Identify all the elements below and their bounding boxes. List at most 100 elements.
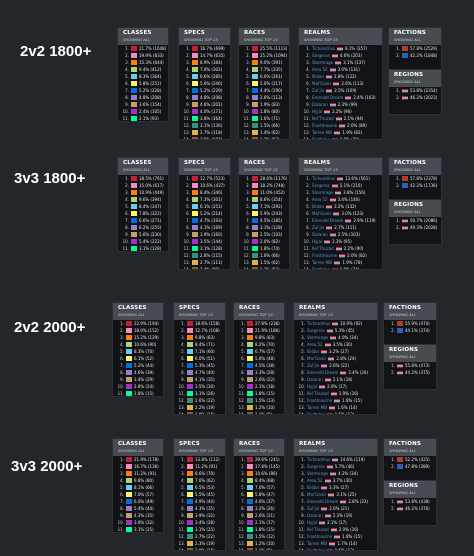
rank-number: 13. xyxy=(178,405,185,410)
realm-link[interactable]: Kel'Thuzad xyxy=(307,527,329,532)
stat-value: 2.6% (21) xyxy=(329,506,349,511)
stat-row: 1. 18.6% (158) xyxy=(174,320,225,327)
realm-link[interactable]: Zul'jin xyxy=(312,88,325,93)
realm-link[interactable]: Kel'Thuzad xyxy=(312,246,334,251)
realm-link[interactable]: Emerald Dream xyxy=(307,499,339,504)
specs-panel-header: SPECS SHOWING TOP 15 xyxy=(179,158,230,175)
rank-number: 2. xyxy=(391,506,395,511)
realm-link[interactable]: Kel'Thuzad xyxy=(307,391,329,396)
realm-link[interactable]: Zul'jin xyxy=(307,506,320,511)
realm-link[interactable]: Barthilas xyxy=(307,548,325,551)
realm-link[interactable]: Mal'Ganis xyxy=(312,211,332,216)
realm-link[interactable]: Mal'Ganis xyxy=(307,356,327,361)
realm-link[interactable]: Dalaran xyxy=(307,377,323,382)
stat-row: 11. 3.1% (26) xyxy=(174,390,225,397)
realm-link[interactable]: Barthilas xyxy=(312,137,330,140)
panel-title: REALMS xyxy=(304,160,331,166)
rank-number: 5. xyxy=(125,74,129,79)
realm-link[interactable]: Tarren Mill xyxy=(312,260,333,265)
rank-number: 6. xyxy=(186,211,190,216)
realm-link[interactable]: Illidan xyxy=(307,349,320,354)
realm-link[interactable]: Dalaran xyxy=(307,513,323,518)
race-icon xyxy=(252,81,258,86)
rank-number: 1. xyxy=(241,457,245,462)
realm-link[interactable]: Illidan xyxy=(312,74,325,79)
realm-link[interactable]: Emerald Dream xyxy=(307,370,339,375)
realm-link[interactable]: Emerald Dream xyxy=(312,218,344,223)
rank-number: 3. xyxy=(181,471,185,476)
stat-row: 11. Kel'Thuzad 2.1% (94) xyxy=(299,115,382,122)
rank-number: 10. xyxy=(178,520,185,525)
factions-panel-header: FACTIONS SHOWING ALL xyxy=(384,439,436,456)
realm-link[interactable]: Zul'jin xyxy=(312,225,325,230)
rank-number: 2. xyxy=(391,370,395,375)
realm-link[interactable]: Barthilas xyxy=(307,412,325,415)
realm-link[interactable]: Hyjal xyxy=(307,520,318,525)
race-icon xyxy=(247,363,253,368)
realm-link[interactable]: Illidan xyxy=(307,485,320,490)
realm-link[interactable]: Emerald Dream xyxy=(312,95,344,100)
realm-link[interactable]: Dalaran xyxy=(312,232,328,237)
realm-link[interactable]: Frostmourne xyxy=(307,398,333,403)
us-flag-icon xyxy=(332,321,339,326)
stat-value: 2.7% (118) xyxy=(200,130,223,135)
realm-link[interactable]: Area 52 xyxy=(312,197,328,202)
stat-value: 9.8% (83) xyxy=(255,335,275,340)
realm-link[interactable]: Tarren Mill xyxy=(307,541,328,546)
us-flag-icon xyxy=(334,130,341,135)
stat-value: 8.6% (354) xyxy=(260,197,283,202)
spec-icon xyxy=(192,190,198,195)
realm-link[interactable]: Hyjal xyxy=(312,109,323,114)
stat-row: 2. 16.7% (136) xyxy=(113,463,163,470)
realm-link[interactable]: Stormrage xyxy=(307,471,329,476)
us-flag-icon xyxy=(334,398,341,403)
realm-link[interactable]: Illidan xyxy=(312,204,325,209)
stat-value: 15.0% (617) xyxy=(139,183,164,188)
realm-link[interactable]: Frostmourne xyxy=(312,253,338,258)
race-icon xyxy=(247,492,253,497)
stat-row: 9. 4.1% (35) xyxy=(174,376,225,383)
realm-link[interactable]: Tichondrius xyxy=(312,46,336,51)
realm-link[interactable]: Sargeras xyxy=(312,183,330,188)
realm-link[interactable]: Hyjal xyxy=(312,239,323,244)
realm-link[interactable]: Stormrage xyxy=(312,190,334,195)
race-icon xyxy=(252,116,258,121)
rank-number: 5. xyxy=(301,349,305,354)
realm-link[interactable]: Stormrage xyxy=(307,335,329,340)
stat-value: 2.1% (17) xyxy=(327,520,347,525)
stat-value: 4.8% (208) xyxy=(200,95,223,100)
realm-link[interactable]: Tichondrius xyxy=(312,176,336,181)
realm-link[interactable]: Mal'Ganis xyxy=(307,492,327,497)
realm-link[interactable]: Dalaran xyxy=(312,102,328,107)
realm-link[interactable]: Area 52 xyxy=(307,342,323,347)
realm-link[interactable]: Sargeras xyxy=(307,328,325,333)
realm-link[interactable]: Tarren Mill xyxy=(307,405,328,410)
rank-number: 2. xyxy=(391,464,395,469)
realm-link[interactable]: Mal'Ganis xyxy=(312,81,332,86)
rank-number: 8. xyxy=(125,225,129,230)
realm-link[interactable]: Area 52 xyxy=(307,478,323,483)
stat-value: 7.0% (57) xyxy=(134,492,154,497)
stat-value: 2.3% (19) xyxy=(332,513,353,518)
realm-link[interactable]: Sargeras xyxy=(307,464,325,469)
realm-link[interactable]: Tichondrius xyxy=(307,457,331,462)
stat-value: 8.4% (347) xyxy=(139,204,162,209)
realm-link[interactable]: Barthilas xyxy=(312,267,330,270)
realm-link[interactable]: Sargeras xyxy=(312,53,330,58)
realm-link[interactable]: Kel'Thuzad xyxy=(312,116,334,121)
realm-link[interactable]: Area 52 xyxy=(312,67,328,72)
rank-number: 5. xyxy=(246,74,250,79)
realm-link[interactable]: Tichondrius xyxy=(307,321,331,326)
realm-link[interactable]: Hyjal xyxy=(307,384,318,389)
realm-link[interactable]: Zul'jin xyxy=(307,363,320,368)
stat-value: 14.7% (635) xyxy=(200,53,225,58)
realm-link[interactable]: Frostmourne xyxy=(307,534,333,539)
stat-value: 9.8% (83) xyxy=(195,335,215,340)
realm-link[interactable]: Frostmourne xyxy=(312,123,338,128)
panel-title: CLASSES xyxy=(123,30,152,36)
rank-number: 4. xyxy=(306,197,310,202)
stat-value: 3.9% (160) xyxy=(200,232,223,237)
panel-title: CLASSES xyxy=(118,305,147,311)
realm-link[interactable]: Tarren Mill xyxy=(312,130,333,135)
realm-link[interactable]: Stormrage xyxy=(312,60,334,65)
